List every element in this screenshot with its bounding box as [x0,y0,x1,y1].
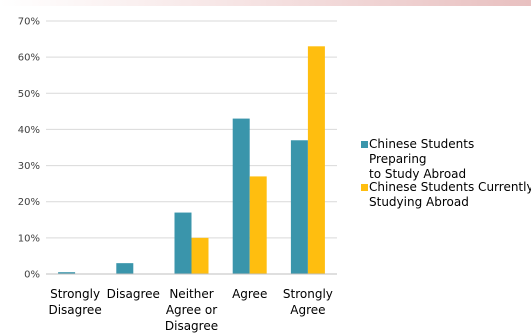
legend-label-currently: Chinese Students Currently Studying Abro… [369,180,531,210]
x-category-label-4-line-1: Agree [290,303,325,317]
y-tick-label-1: 10% [18,233,40,244]
legend-label-preparing-line-1: Chinese Students Preparing [369,137,475,166]
x-category-label-4: Strongly Agree [283,287,333,317]
x-category-label-0-line-1: Disagree [48,303,101,317]
legend-swatch-currently [361,184,368,191]
x-category-label-2-line-0: Neither [169,287,213,301]
bar-series0-cat3 [232,118,250,274]
x-category-label-3: Agree [232,287,267,301]
y-tick-label-2: 20% [18,197,40,208]
y-tick-label-4: 40% [18,125,40,136]
y-tick-label-5: 50% [18,89,40,100]
bar-series0-cat1 [116,263,134,274]
x-category-label-1: Disagree [107,287,160,301]
legend-swatch-preparing [361,141,368,148]
x-category-label-1-line-0: Disagree [107,287,160,301]
y-tick-label-6: 60% [18,53,40,64]
y-tick-label-3: 30% [18,161,40,172]
legend-label-preparing-line-2: to Study Abroad [369,167,467,181]
legend-label-preparing: Chinese Students Preparing to Study Abro… [369,137,531,182]
bar-series0-cat2 [174,212,192,274]
x-category-label-0-line-0: Strongly [50,287,100,301]
x-category-label-3-line-0: Agree [232,287,267,301]
bar-series1-cat2 [191,237,209,274]
x-category-label-0: Strongly Disagree [48,287,101,317]
x-category-label-2: Neither Agree or Disagree [165,287,218,333]
x-category-label-2-line-2: Disagree [165,319,218,333]
legend-label-currently-line-2: Studying Abroad [369,195,469,209]
bar-series0-cat4 [290,140,308,274]
bar-series1-cat4 [307,46,325,274]
y-tick-label-0: 0% [24,270,40,281]
y-tick-label-7: 70% [18,17,40,28]
top-decorative-stripe [0,0,531,6]
bar-series1-cat3 [249,176,267,274]
x-category-label-2-line-1: Agree or [166,303,217,317]
legend-label-currently-line-1: Chinese Students Currently [369,180,531,194]
x-category-label-4-line-0: Strongly [283,287,333,301]
bar-series0-cat0 [58,272,76,274]
